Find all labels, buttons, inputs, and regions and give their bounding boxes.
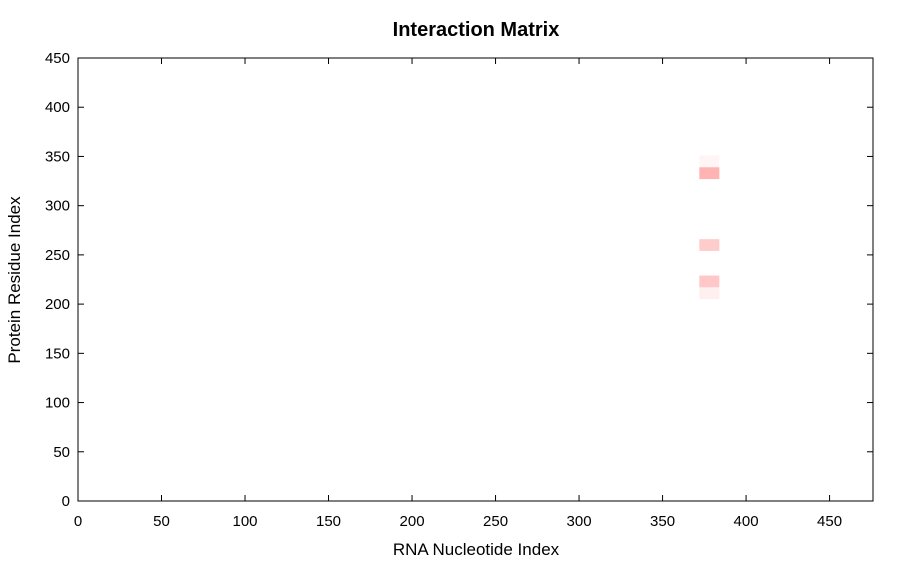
y-tick-label: 250 xyxy=(45,247,70,264)
x-tick-label: 150 xyxy=(316,513,341,530)
y-tick-label: 100 xyxy=(45,395,70,412)
x-tick-label: 50 xyxy=(153,513,170,530)
y-tick-label: 350 xyxy=(45,148,70,165)
heatmap-cell xyxy=(699,167,720,180)
heatmap-cell xyxy=(699,239,720,251)
y-axis-label: Protein Residue Index xyxy=(5,196,24,364)
x-tick-label: 300 xyxy=(567,513,592,530)
heatmap-cell xyxy=(699,155,720,168)
heatmap-cell xyxy=(699,275,720,288)
x-tick-label: 400 xyxy=(734,513,759,530)
axis-ticks: 0 50 100 150 200 250 300 350 400 450 0 50 100 150 200 2… xyxy=(45,50,873,530)
y-tick-label: 150 xyxy=(45,345,70,362)
y-tick-label: 0 xyxy=(62,493,70,510)
x-tick-label: 350 xyxy=(650,513,675,530)
x-tick-label: 200 xyxy=(400,513,425,530)
x-axis-label: RNA Nucleotide Index xyxy=(393,540,560,559)
x-tick-label: 100 xyxy=(233,513,258,530)
heatmap-cell xyxy=(699,287,720,300)
y-tick-label: 50 xyxy=(53,444,70,461)
x-tick-label: 0 xyxy=(74,513,82,530)
y-tick-label: 400 xyxy=(45,99,70,116)
plot-frame xyxy=(77,57,874,502)
chart-title: Interaction Matrix xyxy=(393,19,560,41)
y-tick-label: 300 xyxy=(45,198,70,215)
y-tick-label: 200 xyxy=(45,296,70,313)
x-tick-label: 450 xyxy=(817,513,842,530)
x-tick-label: 250 xyxy=(483,513,508,530)
heatmap-cells xyxy=(699,155,720,300)
y-tick-label: 450 xyxy=(45,50,70,67)
